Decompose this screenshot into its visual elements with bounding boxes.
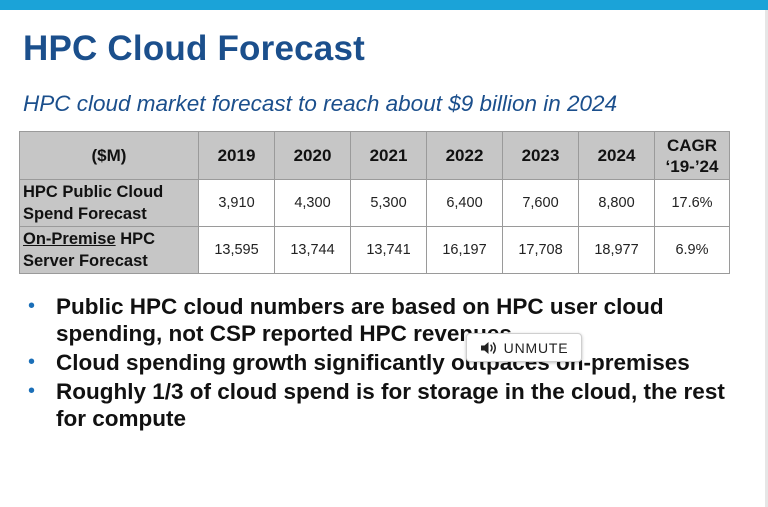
table-cell-cagr: 17.6%	[654, 179, 730, 227]
row-label-line2: Spend Forecast	[23, 205, 147, 223]
bullet-item: • Roughly 1/3 of cloud spend is for stor…	[28, 378, 748, 432]
slide-edge	[765, 10, 768, 507]
table-cell: 8,800	[578, 179, 655, 227]
table-cell: 13,595	[198, 226, 275, 274]
table-cell: 18,977	[578, 226, 655, 274]
row-label-rest: HPC	[115, 230, 156, 248]
slide-title: HPC Cloud Forecast	[23, 29, 365, 68]
table-header-year: 2023	[502, 131, 579, 180]
table-cell: 13,744	[274, 226, 351, 274]
table-header-year: 2024	[578, 131, 655, 180]
unmute-button[interactable]: UNMUTE	[466, 333, 582, 362]
table-row: On-Premise HPC Server Forecast 13,595 13…	[19, 226, 730, 274]
bullet-dot-icon: •	[28, 380, 36, 402]
table-cell: 13,741	[350, 226, 427, 274]
table-header-year: 2019	[198, 131, 275, 180]
bullet-list: • Public HPC cloud numbers are based on …	[28, 293, 748, 434]
table-cell: 6,400	[426, 179, 503, 227]
forecast-table: ($M) 2019 2020 2021 2022 2023 2024 CAGR …	[19, 131, 730, 274]
speaker-icon	[480, 341, 496, 354]
cagr-header-line1: CAGR	[666, 135, 718, 155]
table-header-row: ($M) 2019 2020 2021 2022 2023 2024 CAGR …	[19, 131, 730, 180]
bullet-item: • Public HPC cloud numbers are based on …	[28, 293, 748, 347]
table-cell: 5,300	[350, 179, 427, 227]
row-label-public-cloud: HPC Public Cloud Spend Forecast	[19, 179, 199, 227]
row-label-on-premise: On-Premise HPC Server Forecast	[19, 226, 199, 274]
unmute-label: UNMUTE	[503, 339, 569, 356]
table-header-year: 2021	[350, 131, 427, 180]
table-header-cagr: CAGR ‘19-’24	[654, 131, 730, 180]
bullet-dot-icon: •	[28, 295, 36, 317]
row-label-underlined: On-Premise	[23, 230, 116, 248]
table-header-year: 2020	[274, 131, 351, 180]
table-cell: 17,708	[502, 226, 579, 274]
bullet-text: Roughly 1/3 of cloud spend is for storag…	[56, 379, 725, 431]
table-row: HPC Public Cloud Spend Forecast 3,910 4,…	[19, 179, 730, 227]
cagr-header-line2: ‘19-’24	[665, 156, 719, 176]
row-label-line1: HPC Public Cloud	[23, 183, 164, 201]
table-cell: 7,600	[502, 179, 579, 227]
bullet-item: • Cloud spending growth significantly ou…	[28, 349, 748, 376]
table-header-units: ($M)	[19, 131, 199, 180]
bullet-text: Cloud spending growth significantly outp…	[56, 350, 690, 375]
table-cell: 4,300	[274, 179, 351, 227]
slide-subtitle: HPC cloud market forecast to reach about…	[23, 91, 618, 116]
table-cell: 16,197	[426, 226, 503, 274]
table-cell-cagr: 6.9%	[654, 226, 730, 274]
bullet-dot-icon: •	[28, 351, 36, 373]
table-header-year: 2022	[426, 131, 503, 180]
bullet-text: Public HPC cloud numbers are based on HP…	[56, 294, 664, 346]
slide-top-accent-bar	[0, 0, 768, 10]
table-cell: 3,910	[198, 179, 275, 227]
row-label-line2: Server Forecast	[23, 252, 148, 270]
